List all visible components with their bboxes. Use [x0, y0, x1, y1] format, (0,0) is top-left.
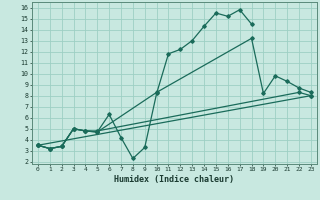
X-axis label: Humidex (Indice chaleur): Humidex (Indice chaleur): [115, 175, 234, 184]
